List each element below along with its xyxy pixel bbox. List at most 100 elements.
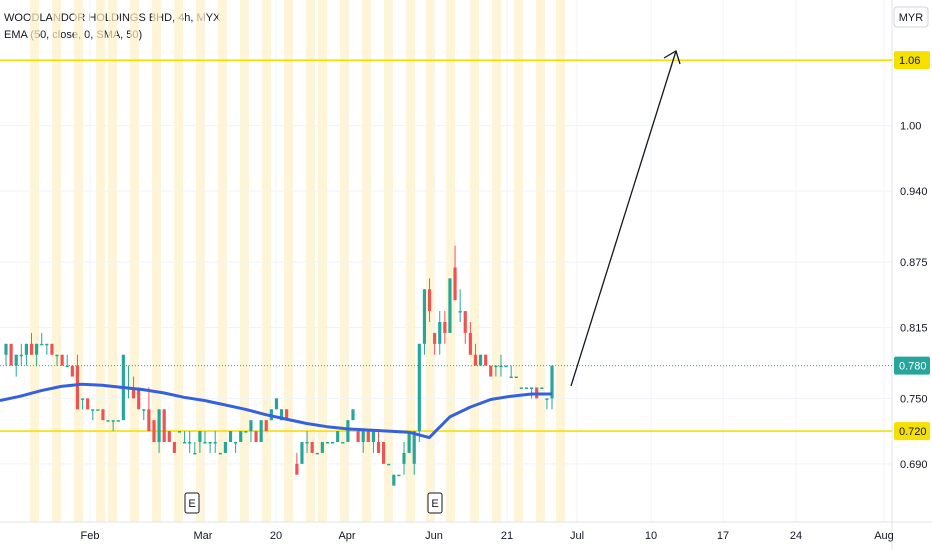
candle[interactable] [80, 398, 85, 400]
earnings-marker[interactable] [184, 492, 200, 514]
candle[interactable] [295, 463, 299, 475]
candle[interactable] [484, 354, 488, 366]
candle[interactable] [264, 420, 268, 432]
candle[interactable] [193, 452, 197, 455]
candle[interactable] [392, 474, 396, 486]
candle[interactable] [116, 420, 120, 422]
candle[interactable] [91, 409, 95, 411]
candle[interactable] [208, 442, 212, 444]
candle[interactable] [315, 452, 319, 455]
candle[interactable] [376, 442, 381, 453]
trend-arrow[interactable] [570, 50, 677, 387]
candle[interactable] [305, 442, 309, 444]
candle[interactable] [60, 354, 64, 366]
candle[interactable] [371, 431, 375, 442]
candle[interactable] [504, 365, 508, 368]
candle[interactable] [234, 442, 238, 444]
candle[interactable] [412, 431, 416, 464]
candle[interactable] [336, 431, 340, 442]
candle[interactable] [458, 311, 462, 313]
candle[interactable] [147, 409, 151, 432]
candle[interactable] [397, 474, 401, 477]
candle[interactable] [213, 442, 217, 444]
candle[interactable] [473, 354, 478, 366]
candle[interactable] [494, 365, 498, 368]
candle[interactable] [177, 431, 182, 433]
candle[interactable] [279, 409, 284, 421]
candle[interactable] [524, 387, 529, 389]
candle[interactable] [172, 442, 176, 453]
candle[interactable] [422, 289, 427, 344]
candle[interactable] [19, 354, 23, 357]
candle[interactable] [285, 409, 289, 421]
candle[interactable] [249, 420, 253, 432]
candle[interactable] [330, 442, 335, 444]
candle[interactable] [223, 442, 228, 453]
candle[interactable] [35, 343, 39, 355]
candle[interactable] [499, 365, 503, 368]
candle[interactable] [300, 442, 304, 464]
candle[interactable] [24, 343, 28, 355]
candle[interactable] [96, 409, 100, 411]
candle[interactable] [157, 409, 161, 442]
candle[interactable] [545, 398, 549, 400]
candle[interactable] [50, 343, 54, 355]
candle[interactable] [274, 398, 279, 410]
candle[interactable] [188, 442, 192, 444]
candle[interactable] [14, 354, 18, 366]
candle[interactable] [530, 387, 534, 389]
candle[interactable] [478, 354, 483, 366]
candle[interactable] [351, 409, 355, 421]
candle[interactable] [45, 343, 49, 346]
candle[interactable] [463, 311, 467, 333]
candle[interactable] [448, 278, 452, 333]
candle[interactable] [433, 332, 437, 344]
candle[interactable] [550, 365, 554, 399]
candle[interactable] [366, 431, 370, 442]
candle[interactable] [489, 365, 493, 377]
candle[interactable] [361, 431, 365, 442]
candle[interactable] [167, 431, 171, 442]
candle[interactable] [239, 431, 243, 442]
ema-line[interactable] [0, 382, 552, 440]
candle[interactable] [356, 431, 360, 442]
candle[interactable] [9, 343, 13, 366]
candle[interactable] [4, 343, 8, 355]
candle[interactable] [75, 365, 80, 410]
candle[interactable] [259, 420, 263, 442]
candle[interactable] [438, 322, 442, 344]
candle[interactable] [407, 431, 411, 453]
candle[interactable] [40, 343, 44, 346]
candle[interactable] [131, 387, 136, 399]
candle[interactable] [244, 431, 248, 433]
candle[interactable] [86, 398, 90, 410]
candle[interactable] [228, 431, 233, 442]
candle[interactable] [514, 376, 518, 379]
candle[interactable] [29, 343, 34, 355]
candle[interactable] [65, 365, 69, 368]
candle[interactable] [325, 442, 330, 444]
candle[interactable] [70, 365, 74, 377]
candle[interactable] [310, 442, 314, 453]
candle[interactable] [320, 442, 324, 453]
candle[interactable] [106, 420, 110, 422]
candle[interactable] [152, 420, 156, 442]
candle[interactable] [346, 420, 350, 442]
candle[interactable] [218, 452, 222, 455]
candle[interactable] [509, 376, 513, 379]
candle[interactable] [387, 463, 391, 466]
candle[interactable] [443, 322, 447, 333]
candle[interactable] [453, 267, 457, 301]
candle[interactable] [198, 431, 202, 442]
candle[interactable] [137, 387, 141, 410]
candle[interactable] [203, 442, 207, 444]
candle[interactable] [468, 332, 472, 355]
candle[interactable] [519, 387, 523, 389]
candle[interactable] [55, 354, 59, 357]
candle[interactable] [142, 409, 146, 411]
currency-box[interactable] [893, 6, 929, 28]
candle[interactable] [540, 387, 544, 389]
candle[interactable] [254, 431, 258, 442]
candle[interactable] [417, 343, 421, 432]
